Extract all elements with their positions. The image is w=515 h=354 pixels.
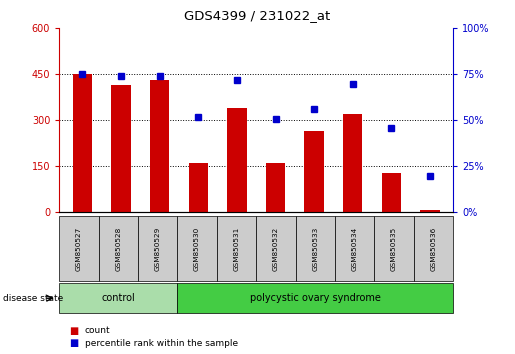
Bar (343, 114, 363, 212)
Bar (266, 163, 285, 212)
Text: GDS4399 / 231022_at: GDS4399 / 231022_at (184, 9, 331, 22)
Text: disease state: disease state (3, 294, 63, 303)
Text: GSM850533: GSM850533 (312, 227, 318, 271)
Bar (420, 210, 440, 212)
Text: GSM850534: GSM850534 (352, 227, 358, 271)
Text: control: control (101, 293, 135, 303)
Text: GSM850535: GSM850535 (391, 227, 397, 271)
Text: ■: ■ (70, 326, 79, 336)
Text: polycystic ovary syndrome: polycystic ovary syndrome (250, 293, 381, 303)
Bar (111, 85, 131, 212)
Bar (188, 163, 208, 212)
Bar (73, 74, 92, 212)
Text: percentile rank within the sample: percentile rank within the sample (85, 339, 238, 348)
Text: GSM850530: GSM850530 (194, 227, 200, 271)
Text: GSM850531: GSM850531 (233, 227, 239, 271)
Text: GSM850532: GSM850532 (273, 227, 279, 271)
Text: GSM850529: GSM850529 (154, 227, 161, 271)
Bar (382, 172, 401, 212)
Bar (304, 131, 324, 212)
Text: count: count (85, 326, 111, 336)
Bar (227, 108, 247, 212)
Text: GSM850536: GSM850536 (431, 227, 437, 271)
Text: GSM850528: GSM850528 (115, 227, 122, 271)
Text: GSM850527: GSM850527 (76, 227, 82, 271)
Text: ■: ■ (70, 338, 79, 348)
Bar (150, 80, 169, 212)
